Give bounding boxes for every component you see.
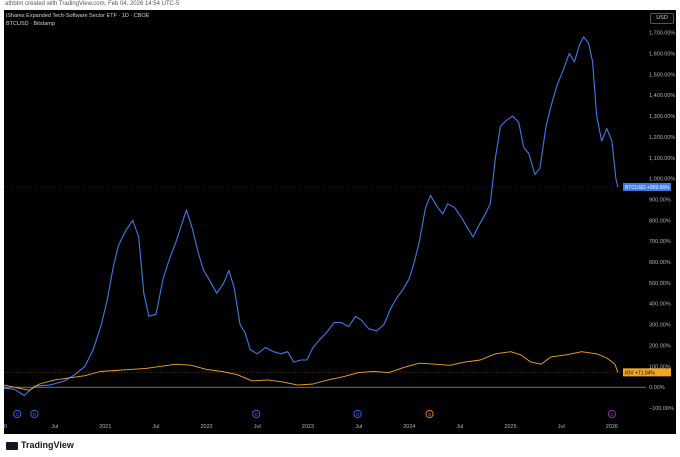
top-bar: athbtm created with TradingView.com, Feb… <box>0 0 680 10</box>
y-tick-label: 1,600.00% <box>649 52 675 58</box>
created-by-text: athbtm created with TradingView.com, Feb… <box>5 1 180 7</box>
series-line-igv <box>4 351 619 391</box>
event-marker <box>425 409 434 419</box>
x-tick-label: Jul <box>558 424 565 430</box>
last-value-label: IGV +71.04% <box>625 370 655 376</box>
x-tick-label: Jul <box>456 424 463 430</box>
y-tick-label: 1,400.00% <box>649 93 675 99</box>
series-line-btcusd <box>4 36 619 397</box>
event-marker <box>30 409 39 419</box>
y-tick-label: 300.00% <box>649 323 671 329</box>
y-tick-label: 500.00% <box>649 281 671 287</box>
y-tick-label: −100.00% <box>649 406 674 412</box>
y-tick-label: 1,200.00% <box>649 135 675 141</box>
x-tick-label: Jul <box>51 424 58 430</box>
event-marker-label: S <box>428 412 431 417</box>
x-tick-label: 2021 <box>99 424 111 430</box>
y-tick-label: 600.00% <box>649 260 671 266</box>
event-marker-label: E <box>610 412 613 417</box>
footer: TradingView <box>0 434 680 457</box>
last-value-tag <box>623 182 671 191</box>
x-tick-label: 2023 <box>302 424 314 430</box>
y-tick-label: 400.00% <box>649 302 671 308</box>
x-tick-label: 2022 <box>200 424 212 430</box>
x-tick-label: 2026 <box>606 424 618 430</box>
y-tick-label: 100.00% <box>649 364 671 370</box>
x-tick-label: Jul <box>355 424 362 430</box>
last-value-tag <box>623 368 671 377</box>
y-tick-label: 700.00% <box>649 239 671 245</box>
currency-button[interactable]: USD <box>650 13 674 24</box>
event-marker <box>13 409 22 419</box>
y-tick-label: 0.00% <box>649 385 665 391</box>
tradingview-logo-icon <box>6 441 18 450</box>
chart-panel[interactable]: 1,700.00% 1,600.00% 1,500.00% 1,400.00% 1,30… <box>4 10 676 434</box>
x-tick-label: 2025 <box>504 424 516 430</box>
y-tick-label: 900.00% <box>649 197 671 203</box>
event-marker <box>607 409 616 419</box>
legend-symbol-btc[interactable]: BTCUSD · Bitstamp <box>6 21 55 27</box>
tradingview-logo[interactable]: TradingView <box>6 440 74 450</box>
x-tick-label: Jul <box>152 424 159 430</box>
y-tick-label: 200.00% <box>649 343 671 349</box>
chart-svg[interactable]: 1,700.00% 1,600.00% 1,500.00% 1,400.00% 1,30… <box>4 10 676 434</box>
last-value-label: BTCUSD +959.66% <box>625 185 670 191</box>
y-tick-label: 1,700.00% <box>649 31 675 37</box>
y-tick-label: 1,500.00% <box>649 72 675 78</box>
y-tick-label: 1,100.00% <box>649 156 675 162</box>
event-marker <box>252 409 261 419</box>
y-tick-label: 1,000.00% <box>649 177 675 183</box>
event-marker-label: D <box>255 412 259 417</box>
tradingview-brand-text: TradingView <box>21 440 74 450</box>
x-tick-label: 2024 <box>403 424 415 430</box>
y-tick-label: 800.00% <box>649 218 671 224</box>
event-marker-label: D <box>356 412 360 417</box>
x-tick-label: Jul <box>254 424 261 430</box>
legend-symbol-igv[interactable]: iShares Expanded Tech-Software Sector ET… <box>6 13 150 19</box>
event-marker-label: D <box>33 412 37 417</box>
event-marker-label: D <box>16 412 20 417</box>
x-tick-label: 20 <box>4 424 7 430</box>
y-tick-label: 1,300.00% <box>649 114 675 120</box>
event-marker <box>353 409 362 419</box>
